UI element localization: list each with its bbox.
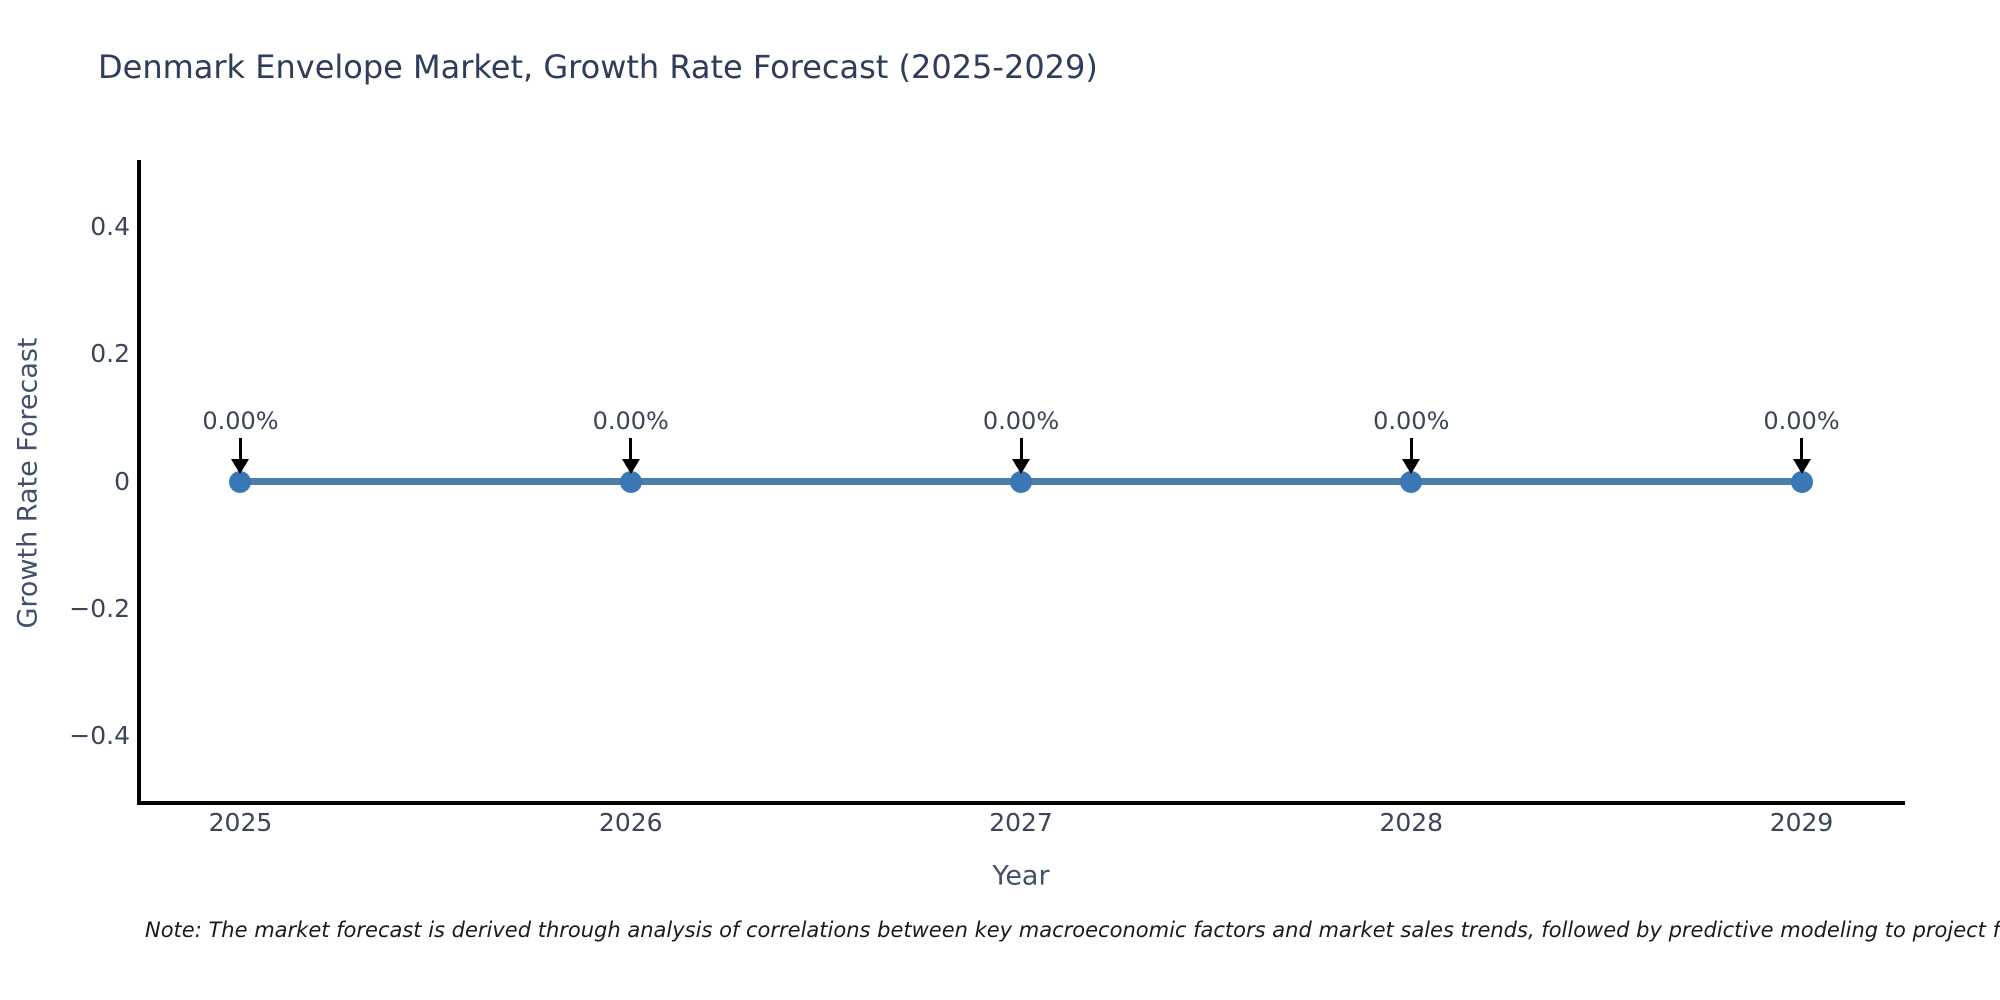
data-point-value-label: 0.00% — [1373, 407, 1450, 435]
y-tick-label: −0.2 — [69, 593, 130, 623]
chart-title: Denmark Envelope Market, Growth Rate For… — [98, 48, 1098, 86]
data-point-marker — [1400, 470, 1423, 493]
data-point-marker — [229, 470, 252, 493]
annotation-arrow-stem — [238, 438, 242, 461]
annotation-arrow-stem — [1409, 438, 1413, 461]
annotation-arrow-stem — [629, 438, 633, 461]
x-tick-label: 2028 — [1379, 808, 1444, 837]
chart-note: Note: The market forecast is derived thr… — [145, 918, 2000, 942]
annotation-arrow-stem — [1800, 438, 1804, 461]
annotation-arrow-head-icon — [1792, 459, 1811, 474]
annotation-arrow-head-icon — [1402, 459, 1421, 474]
y-tick-label: 0.2 — [90, 339, 130, 369]
x-axis-title: Year — [992, 860, 1050, 892]
y-tick-label: 0.4 — [90, 211, 130, 241]
y-axis-line — [137, 160, 141, 805]
annotation-arrow-head-icon — [1012, 459, 1030, 474]
annotation-arrow-stem — [1019, 438, 1023, 461]
x-axis-line — [137, 801, 1905, 805]
annotation-arrow-head-icon — [621, 459, 640, 474]
x-tick-label: 2027 — [989, 808, 1053, 837]
x-tick-label: 2025 — [208, 808, 273, 837]
y-tick-label: −0.4 — [69, 721, 130, 751]
x-tick-label: 2026 — [598, 808, 663, 837]
data-point-marker — [1790, 470, 1813, 493]
x-tick-label: 2029 — [1769, 808, 1834, 837]
data-point-value-label: 0.00% — [982, 407, 1060, 435]
data-point-marker — [1010, 470, 1032, 493]
data-point-value-label: 0.00% — [592, 407, 669, 435]
annotation-arrow-head-icon — [231, 459, 250, 474]
data-point-marker — [619, 470, 642, 493]
data-point-value-label: 0.00% — [1763, 407, 1840, 435]
y-tick-label: 0 — [114, 466, 130, 496]
data-point-value-label: 0.00% — [202, 407, 279, 435]
